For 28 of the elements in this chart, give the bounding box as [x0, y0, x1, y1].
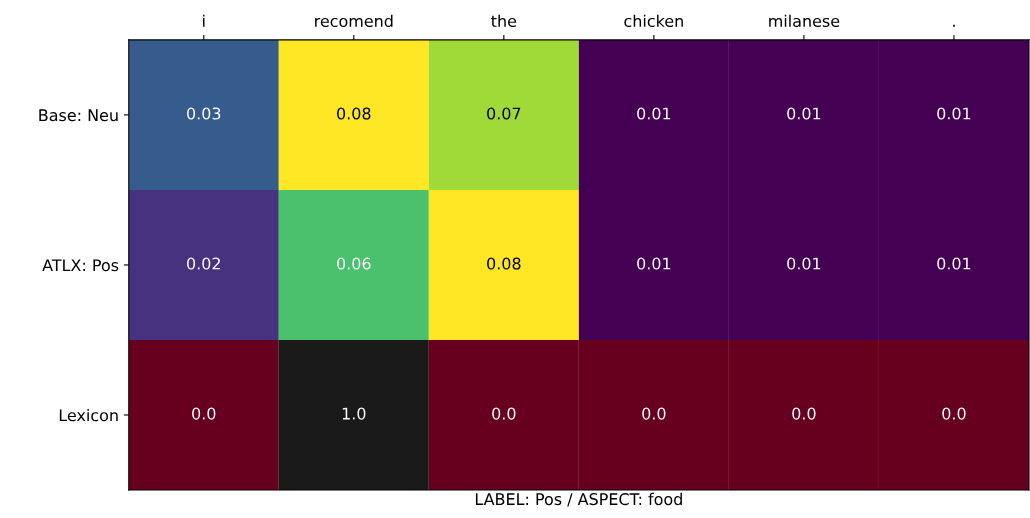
- y-tick-label: ATLX: Pos: [42, 259, 119, 272]
- data-label: 0.02: [187, 257, 220, 270]
- data-label: 0.06: [337, 257, 371, 270]
- x-tick-label: i: [203, 14, 205, 27]
- x-tick-label: chicken: [624, 14, 683, 28]
- data-label: 1.0: [342, 407, 366, 420]
- data-label: 0.08: [487, 257, 521, 270]
- y-tick-label: Lexicon: [59, 408, 118, 422]
- y-tick-label: Base: Neu: [39, 109, 118, 122]
- data-label: 0.01: [637, 257, 671, 270]
- x-tick-label: .: [953, 24, 955, 27]
- data-label: 0.01: [937, 257, 971, 270]
- x-tick-label: recomend: [315, 14, 393, 28]
- data-label: 0.08: [337, 107, 371, 120]
- data-label: 0.01: [787, 107, 821, 120]
- data-label: 0.0: [642, 407, 666, 420]
- data-label: 0.0: [942, 407, 966, 420]
- data-label: 0.0: [492, 407, 516, 420]
- data-label: 0.01: [787, 257, 821, 270]
- data-label: 0.01: [637, 107, 671, 120]
- data-label: 0.07: [487, 107, 521, 120]
- x-tick-label: the: [491, 14, 517, 28]
- data-label: 0.0: [792, 407, 816, 420]
- data-label: 0.01: [937, 107, 971, 120]
- data-label: 0.03: [187, 107, 221, 120]
- x-tick-label: milanese: [769, 14, 840, 28]
- data-label: 0.0: [192, 407, 216, 420]
- x-axis-title: LABEL: Pos / ASPECT: food: [475, 492, 682, 507]
